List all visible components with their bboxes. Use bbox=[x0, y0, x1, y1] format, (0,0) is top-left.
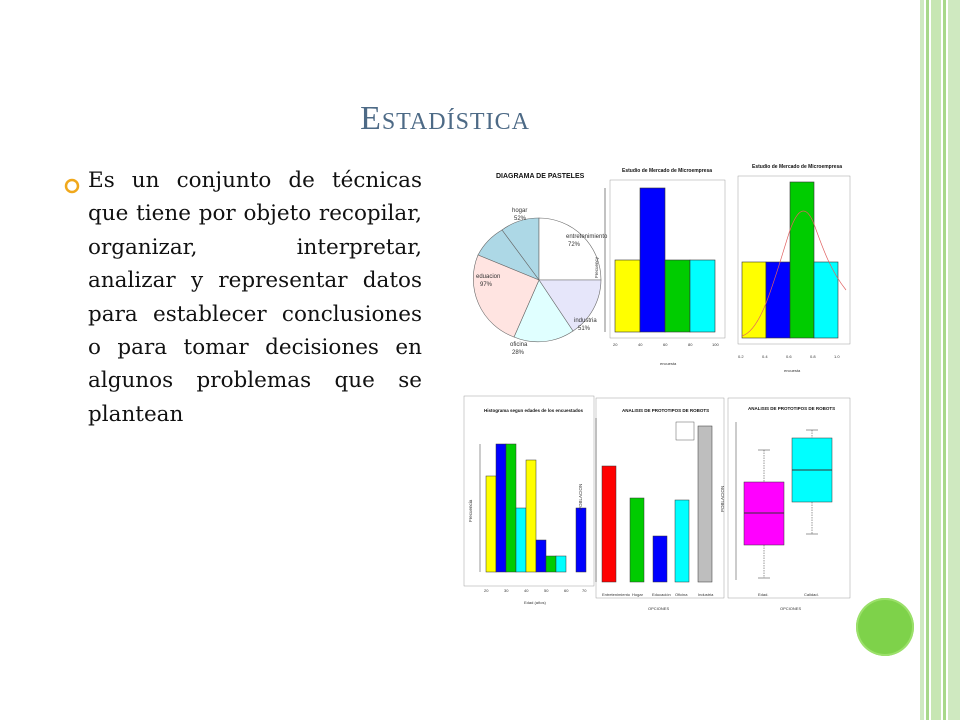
pie-pct-eduacion: 97% bbox=[480, 282, 493, 288]
bar1-xtick: 20 bbox=[613, 342, 618, 347]
bar2-xtick: 1.0 bbox=[834, 354, 840, 359]
robots2-category: Edad. bbox=[758, 592, 768, 597]
bar1-xlabel: encuesta bbox=[660, 361, 677, 366]
robots2-ylabel: POBLACION bbox=[720, 486, 725, 512]
robots2-category: Calidad. bbox=[804, 592, 819, 597]
bar1-xtick: 60 bbox=[663, 342, 668, 347]
hist-title: Histograma segun edades de los encuestad… bbox=[484, 408, 584, 413]
bar2-bar bbox=[789, 181, 815, 339]
pie-chart: DIAGRAMA DE PASTELES hogar 52% entreteni… bbox=[472, 173, 608, 356]
pie-label-hogar: hogar bbox=[512, 208, 527, 214]
robots1-title: ANALISIS DE PROTOTIPOS DE ROBOTS bbox=[622, 408, 709, 413]
green-circle-decoration bbox=[856, 598, 914, 656]
hist-xtick: 50 bbox=[544, 588, 549, 593]
robots2-title: ANALISIS DE PROTOTIPOS DE ROBOTS bbox=[748, 406, 835, 411]
pie-label-industria: industria bbox=[574, 318, 597, 324]
bar1-title: Estudio de Mercado de Microempresa bbox=[622, 168, 712, 174]
robots1-category: Industria bbox=[698, 592, 714, 597]
hist-xtick: 70 bbox=[582, 588, 587, 593]
bar2-xtick: 0.6 bbox=[786, 354, 792, 359]
bar1-bar bbox=[664, 259, 691, 333]
pie-slice-entretenimiento bbox=[538, 217, 602, 281]
hist-xtick: 40 bbox=[524, 588, 529, 593]
robots1-category: Educación bbox=[652, 592, 671, 597]
bar2-xtick: 0.4 bbox=[762, 354, 768, 359]
robots-bar-chart: ANALISIS DE PROTOTIPOS DE ROBOTS POBLACI… bbox=[578, 397, 725, 611]
right-decorative-border bbox=[920, 0, 960, 720]
pie-pct-hogar: 52% bbox=[514, 216, 527, 222]
bar1-xtick: 80 bbox=[688, 342, 693, 347]
hist-xtick: 20 bbox=[484, 588, 489, 593]
bar1-bar bbox=[614, 259, 641, 333]
bar2-bar bbox=[765, 261, 791, 339]
hist-xlabel: Edad (años) bbox=[524, 600, 546, 605]
bar2-title: Estudio de Mercado de Microempresa bbox=[752, 164, 842, 170]
pie-label-entretenimiento: entretenimiento bbox=[566, 234, 608, 240]
bar2-bar bbox=[741, 261, 767, 339]
pie-slice-industria bbox=[538, 279, 602, 332]
bar2-xtick: 0.8 bbox=[810, 354, 816, 359]
robots1-xlabel: OPCIONES bbox=[648, 606, 669, 611]
bar1-xtick: 100 bbox=[712, 342, 719, 347]
robots1-category: Oficina bbox=[675, 592, 688, 597]
pie-label-eduacion: eduacion bbox=[476, 274, 500, 280]
pie-slice-eduacion bbox=[472, 254, 540, 338]
pie-pct-oficina: 28% bbox=[512, 350, 525, 356]
robots1-ylabel: POBLACION bbox=[578, 484, 583, 510]
hist-ylabel: Frecuencia bbox=[468, 499, 473, 522]
bar2-density-curve bbox=[741, 210, 847, 337]
slide-title: Estadística bbox=[360, 100, 530, 137]
bar2-xtick: 0.2 bbox=[738, 354, 744, 359]
robots1-category: Entretenimiento bbox=[602, 592, 631, 597]
hist-xtick: 30 bbox=[504, 588, 509, 593]
hist-xtick: 60 bbox=[564, 588, 569, 593]
bullet-icon bbox=[64, 178, 80, 194]
robots-box-plot: ANALISIS DE PROTOTIPOS DE ROBOTS POBLACI… bbox=[720, 397, 851, 611]
pie-slice-oficina bbox=[513, 279, 574, 343]
pie-pct-industria: 51% bbox=[578, 326, 591, 332]
bar2-bar bbox=[813, 261, 839, 339]
age-histogram: Histograma segun edades de los encuestad… bbox=[463, 395, 595, 605]
pie-pct-entretenimiento: 72% bbox=[568, 242, 581, 248]
bar1-xtick: 40 bbox=[638, 342, 643, 347]
bar-chart-1: Estudio de Mercado de Microempresa Frecu… bbox=[594, 168, 726, 366]
slide-body-text: Es un conjunto de técnicas que tiene por… bbox=[88, 168, 422, 427]
bar1-bar bbox=[689, 259, 716, 333]
robots2-xlabel: OPCIONES bbox=[780, 606, 801, 611]
pie-title: DIAGRAMA DE PASTELES bbox=[496, 173, 585, 180]
pie-label-oficina: oficina bbox=[510, 342, 528, 348]
statistics-charts-collage: DIAGRAMA DE PASTELES hogar 52% entreteni… bbox=[463, 164, 851, 611]
bar1-bar bbox=[639, 187, 666, 333]
robots1-category: Hogar bbox=[632, 592, 644, 597]
bar-chart-2: Estudio de Mercado de Microempresa 0.2 0… bbox=[737, 164, 851, 373]
bar1-ylabel: Frecuency bbox=[594, 256, 599, 278]
bar2-xlabel: encuesta bbox=[784, 368, 801, 373]
